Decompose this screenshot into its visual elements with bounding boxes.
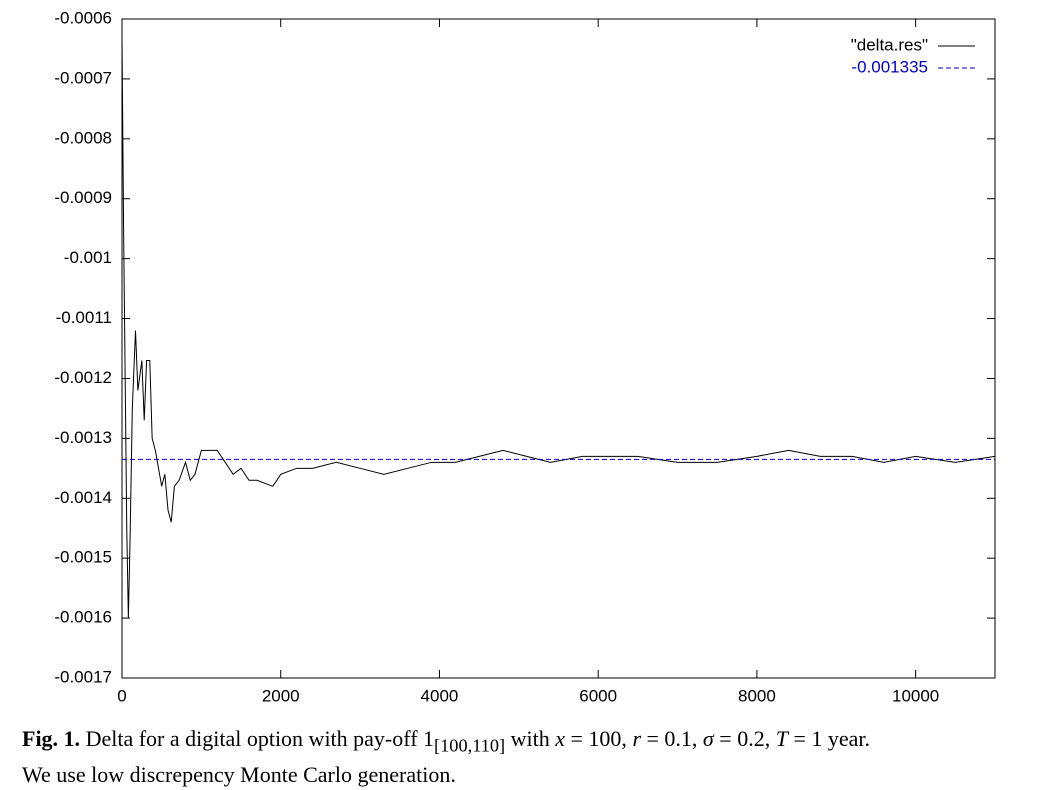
y-tick-label: -0.0012 bbox=[54, 368, 112, 387]
x-tick-label: 4000 bbox=[421, 686, 459, 705]
plot-frame bbox=[121, 18, 996, 679]
y-tick-label: -0.0015 bbox=[54, 548, 112, 567]
y-tick-label: -0.0014 bbox=[54, 488, 112, 507]
y-tick-label: -0.0016 bbox=[54, 608, 112, 627]
y-tick-label: -0.0017 bbox=[54, 667, 112, 686]
y-tick-label: -0.001 bbox=[64, 248, 112, 267]
caption-sub: [100,110] bbox=[434, 735, 506, 756]
caption-text: Delta for a digital option with pay-off … bbox=[85, 726, 435, 751]
caption-line: We use low discrepency Monte Carlo gener… bbox=[22, 762, 456, 788]
caption-text: = 0.2, bbox=[713, 726, 776, 751]
caption-var: r bbox=[632, 726, 641, 751]
x-tick-label: 10000 bbox=[892, 686, 939, 705]
x-tick-label: 6000 bbox=[579, 686, 617, 705]
y-tick-label: -0.0013 bbox=[54, 428, 112, 447]
caption-var: σ bbox=[702, 726, 714, 751]
caption-var: T bbox=[775, 726, 788, 751]
x-tick-label: 2000 bbox=[262, 686, 300, 705]
caption-text: = 0.1, bbox=[641, 726, 703, 751]
chart: -0.0017 -0.0016 -0.0015 -0.0014 -0.0013 -0.00… bbox=[54, 8, 996, 705]
y-tick-label: -0.0007 bbox=[54, 68, 112, 87]
caption-text: = 100, bbox=[565, 726, 633, 751]
y-tick-label: -0.0011 bbox=[56, 308, 112, 327]
series-line bbox=[121, 36, 996, 619]
caption-label: Fig. 1. bbox=[22, 726, 81, 751]
y-tick-label: -0.0006 bbox=[54, 8, 112, 27]
caption-var: x bbox=[555, 726, 566, 751]
x-tick-label: 0 bbox=[117, 686, 126, 705]
legend-label: "delta.res" bbox=[851, 35, 928, 54]
caption-line: Fig. 1. Delta for a digital option with … bbox=[22, 724, 1042, 760]
y-tick-label: -0.0008 bbox=[54, 128, 112, 147]
caption-text: with bbox=[505, 726, 556, 751]
caption: Fig. 1. Delta for a digital option with … bbox=[22, 724, 1042, 790]
y-tick-label: -0.0009 bbox=[54, 188, 112, 207]
caption-text: = 1 year. bbox=[787, 726, 871, 751]
x-tick-label: 8000 bbox=[738, 686, 776, 705]
legend-label: -0.001335 bbox=[851, 57, 928, 76]
